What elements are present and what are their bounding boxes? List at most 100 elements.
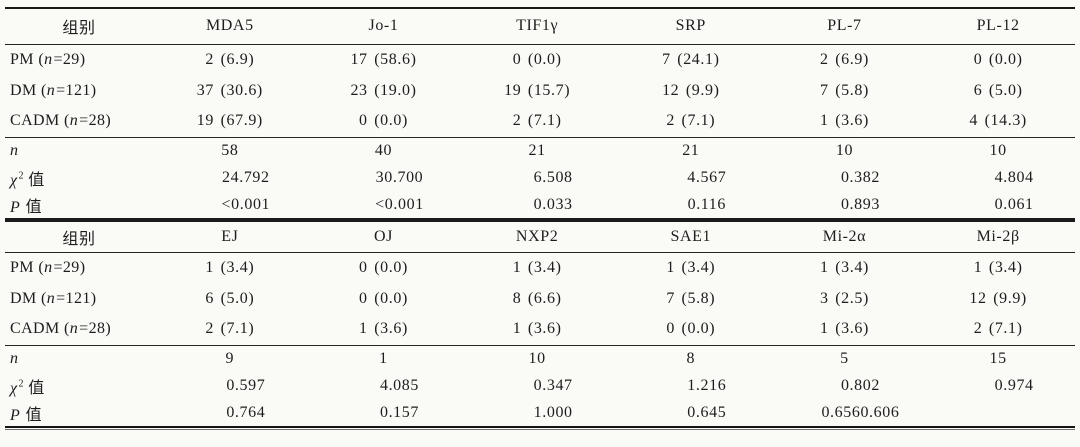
- row-label-post: =29): [53, 50, 86, 68]
- row-label-post: =121): [56, 81, 97, 99]
- column-header-mda5: MDA5: [153, 9, 307, 45]
- value-cell: 15: [989, 349, 1007, 367]
- row-label-var: n: [44, 50, 53, 68]
- value-cell: 19 (67.9): [153, 106, 307, 138]
- stat-row-chi-square: χ2 值 0.597 4.085 0.347 1.216 0.802 0.974: [5, 372, 1075, 399]
- group-row-pm: PM (n=29) 2 (6.9) 17 (58.6) 0 (0.0) 7 (2…: [5, 44, 1075, 75]
- row-label: PM (n=29): [5, 44, 153, 75]
- value-cell: <0.001: [221, 195, 271, 213]
- row-label-var: χ: [10, 379, 18, 397]
- value-cell: 2 (6.9): [205, 50, 255, 68]
- stat-row-p-value: P 值 <0.001 <0.001 0.033 0.116 0.893 0.06…: [5, 191, 1075, 218]
- value-cell: 40: [374, 141, 393, 159]
- value-cell: 10: [989, 141, 1007, 159]
- row-label-var: n: [10, 141, 19, 159]
- row-label-var: n: [69, 320, 79, 338]
- value-cell: 1.216: [687, 376, 727, 394]
- column-header-srp: SRP: [613, 9, 768, 45]
- row-label-pre: CADM (: [10, 320, 70, 338]
- group-row-cadm: CADM (n=28) 19 (67.9) 0 (0.0) 2 (7.1) 2 …: [5, 106, 1075, 138]
- row-label-var: n: [46, 81, 56, 99]
- value-cell: 0.157: [379, 403, 419, 421]
- group-row-pm: PM (n=29) 1 (3.4) 0 (0.0) 1 (3.4) 1 (3.4…: [5, 252, 1075, 283]
- group-row-dm: DM (n=121) 6 (5.0) 0 (0.0) 8 (6.6) 7 (5.…: [5, 283, 1075, 314]
- antibody-table-top: 组别 MDA5 Jo-1 TIF1γ SRP PL-7 PL-12 PM (n=…: [5, 9, 1075, 218]
- column-header-oj: OJ: [306, 222, 461, 253]
- value-cell: 0.645: [687, 403, 727, 421]
- value-cell: 7 (5.8): [820, 81, 869, 99]
- stat-row-p-value: P 值 0.764 0.157 1.000 0.645 0.6560.606: [5, 399, 1075, 426]
- row-label-post: 值: [23, 171, 45, 189]
- value-cell: 0.764: [226, 403, 266, 421]
- value-cell: 12 (9.9): [969, 289, 1027, 307]
- value-cell: 4.085: [379, 376, 419, 394]
- value-cell: 24.792: [222, 168, 270, 186]
- column-header-pl7: PL-7: [767, 9, 922, 45]
- value-cell: 3 (2.5): [820, 289, 869, 307]
- value-cell: 21: [528, 141, 546, 159]
- value-cell: 0 (0.0): [306, 106, 461, 138]
- value-cell: 10: [835, 141, 854, 159]
- row-label: CADM (n=28): [5, 106, 153, 138]
- value-cell: 2 (7.1): [460, 106, 614, 138]
- value-cell: 0 (0.0): [613, 314, 768, 346]
- stat-row-n: n 58 40 21 21 10 10: [5, 137, 1075, 164]
- row-label-pre: PM (: [10, 50, 45, 68]
- row-label-var: P: [10, 406, 21, 424]
- row-label: χ2 值: [5, 164, 153, 191]
- value-cell: 4 (14.3): [921, 106, 1075, 138]
- row-label-sup: 2: [18, 378, 24, 390]
- value-cell: [921, 399, 1075, 426]
- value-cell: 1: [379, 349, 388, 367]
- table2-header-row: 组别 EJ OJ NXP2 SAE1 Mi-2α Mi-2β: [5, 222, 1075, 253]
- row-label: P 值: [5, 399, 153, 426]
- value-cell: 10: [528, 349, 546, 367]
- row-label: PM (n=29): [5, 252, 153, 283]
- row-label-post: =28): [79, 320, 112, 338]
- row-label-var: n: [44, 258, 53, 276]
- value-cell: 19 (15.7): [504, 81, 571, 99]
- column-header-sae1: SAE1: [613, 222, 768, 253]
- value-cell: <0.001: [375, 195, 424, 213]
- value-cell: 9: [225, 349, 235, 367]
- value-cell: 1 (3.4): [205, 258, 255, 276]
- value-cell: 1 (3.4): [666, 258, 716, 276]
- row-label: n: [5, 345, 153, 372]
- column-header-tif1g: TIF1γ: [460, 9, 614, 45]
- value-cell: 2 (7.1): [921, 314, 1075, 346]
- row-label-post: 值: [21, 198, 42, 216]
- value-cell: 12 (9.9): [662, 81, 720, 99]
- value-cell: 4.804: [994, 168, 1034, 186]
- stat-row-n: n 9 1 10 8 5 15: [5, 345, 1075, 372]
- value-cell: 1 (3.6): [767, 106, 922, 138]
- row-label-post: =28): [79, 112, 112, 130]
- value-cell: 21: [682, 141, 700, 159]
- row-label-post: =121): [56, 289, 97, 307]
- value-cell: 0.974: [994, 376, 1034, 394]
- value-cell: 23 (19.0): [350, 81, 417, 99]
- value-cell: 1 (3.4): [820, 258, 869, 276]
- value-cell: 0.116: [687, 195, 726, 213]
- column-header-nxp2: NXP2: [460, 222, 614, 253]
- row-label-pre: CADM (: [10, 112, 70, 130]
- value-cell: 0.347: [533, 376, 573, 394]
- value-cell: 0.382: [840, 168, 880, 186]
- row-label: DM (n=121): [5, 283, 153, 314]
- table-bottom-rule: [5, 426, 1075, 430]
- table-top-rule: [5, 7, 1075, 9]
- table1-header-row: 组别 MDA5 Jo-1 TIF1γ SRP PL-7 PL-12: [5, 9, 1075, 45]
- row-label-var: P: [10, 198, 21, 216]
- value-cell: 6.508: [533, 168, 573, 186]
- value-cell: 1 (3.6): [460, 314, 614, 346]
- value-cell: 2 (7.1): [153, 314, 307, 346]
- value-cell: 1 (3.6): [767, 314, 922, 346]
- row-label-pre: DM (: [10, 289, 47, 307]
- row-label-pre: PM (: [10, 258, 45, 276]
- value-cell: 37 (30.6): [196, 81, 263, 99]
- value-cell: 2 (6.9): [820, 50, 869, 68]
- value-cell: 4.567: [687, 168, 727, 186]
- row-label-pre: DM (: [10, 81, 47, 99]
- row-label: P 值: [5, 191, 153, 218]
- value-cell: 1 (3.4): [512, 258, 562, 276]
- row-label: CADM (n=28): [5, 314, 153, 346]
